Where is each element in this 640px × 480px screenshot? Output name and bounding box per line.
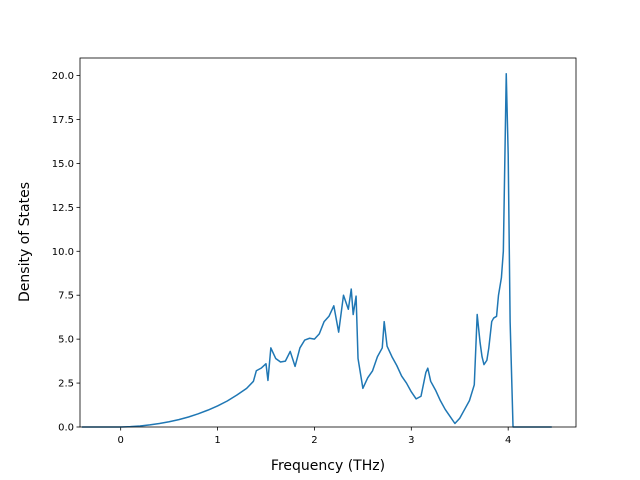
y-tick-label: 5.0 — [58, 335, 74, 346]
y-tick-label: 17.5 — [52, 115, 74, 126]
y-tick-label: 10.0 — [52, 247, 74, 258]
plot-frame — [79, 57, 577, 428]
x-tick-label: 0 — [118, 435, 124, 446]
y-tick-label: 20.0 — [52, 71, 74, 82]
y-axis-label: Density of States — [17, 182, 33, 302]
y-tick-label: 2.5 — [58, 379, 74, 390]
x-tick-label: 3 — [408, 435, 414, 446]
y-tick-label: 7.5 — [58, 291, 74, 302]
y-tick-label: 12.5 — [52, 203, 74, 214]
y-tick-label: 15.0 — [52, 159, 74, 170]
x-tick-label: 2 — [311, 435, 317, 446]
y-tick-label: 0.0 — [58, 423, 74, 434]
x-axis-label: Frequency (THz) — [271, 458, 385, 474]
axis-ticks: 0 1 2 3 4 0.0 2.5 5.0 7.5 10.0 12.5 15.0 17.5 20.0 — [52, 71, 512, 446]
x-tick-label: 4 — [505, 435, 511, 446]
dos-line — [81, 73, 552, 428]
x-tick-label: 1 — [214, 435, 220, 446]
